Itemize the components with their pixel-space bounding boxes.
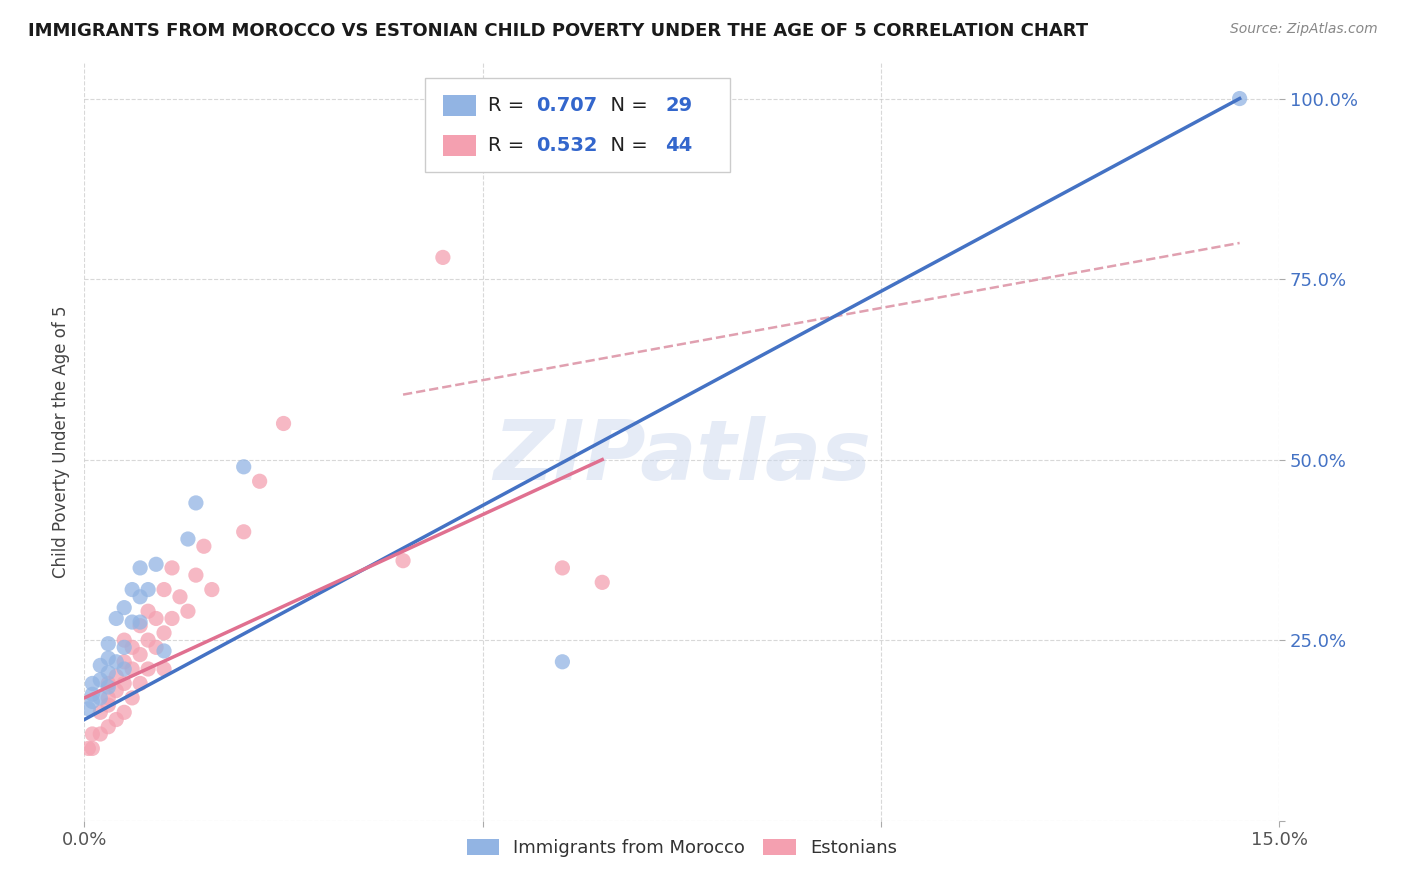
Point [89, 690, 111, 705]
Point [129, 615, 152, 629]
Point [97, 690, 120, 705]
Point [129, 590, 152, 604]
Point [129, 561, 152, 575]
Point [145, 558, 167, 572]
Point [153, 582, 176, 597]
Point [1229, 91, 1251, 105]
Legend: Immigrants from Morocco, Estonians: Immigrants from Morocco, Estonians [460, 832, 904, 864]
Point [112, 640, 135, 655]
Text: Source: ZipAtlas.com: Source: ZipAtlas.com [1230, 22, 1378, 37]
Point [591, 575, 613, 590]
Point [145, 611, 167, 625]
Point [105, 713, 128, 727]
Point [121, 615, 143, 629]
Point [89, 727, 111, 741]
Point [136, 604, 159, 618]
Point [105, 683, 128, 698]
FancyBboxPatch shape [443, 95, 477, 116]
Point [249, 475, 271, 489]
FancyBboxPatch shape [443, 136, 477, 156]
Point [153, 644, 176, 658]
Point [82, 687, 104, 701]
Point [112, 706, 135, 720]
Point [551, 561, 574, 575]
Point [201, 582, 224, 597]
Point [97, 720, 120, 734]
FancyBboxPatch shape [425, 78, 730, 172]
Point [105, 669, 128, 683]
Text: 0.532: 0.532 [536, 136, 598, 155]
Point [77, 741, 100, 756]
Point [136, 662, 159, 676]
Point [82, 727, 104, 741]
Point [121, 582, 143, 597]
Point [97, 680, 120, 694]
Point [145, 640, 167, 655]
Point [82, 676, 104, 690]
Point [169, 590, 191, 604]
Point [112, 600, 135, 615]
Point [112, 662, 135, 676]
Point [121, 690, 143, 705]
Point [184, 496, 207, 510]
Point [105, 655, 128, 669]
Point [160, 611, 183, 625]
Point [77, 702, 100, 716]
Point [89, 673, 111, 687]
Point [82, 741, 104, 756]
Point [97, 698, 120, 712]
Point [129, 676, 152, 690]
Point [112, 676, 135, 690]
Point [97, 651, 120, 665]
Point [112, 633, 135, 648]
Point [97, 676, 120, 690]
Point [392, 554, 415, 568]
Point [97, 665, 120, 680]
Point [177, 532, 200, 546]
Point [551, 655, 574, 669]
Point [121, 662, 143, 676]
Text: N =: N = [599, 136, 654, 155]
Point [129, 648, 152, 662]
Point [432, 251, 454, 265]
Point [232, 524, 254, 539]
Text: R =: R = [488, 136, 531, 155]
Point [129, 618, 152, 632]
Point [232, 459, 254, 474]
Text: 44: 44 [665, 136, 692, 155]
Point [105, 611, 128, 625]
Point [273, 417, 295, 431]
Text: 29: 29 [665, 96, 692, 115]
Text: 0.707: 0.707 [536, 96, 598, 115]
Point [97, 637, 120, 651]
Point [193, 539, 215, 553]
Point [153, 662, 176, 676]
Text: ZIPatlas: ZIPatlas [494, 417, 870, 497]
Point [89, 658, 111, 673]
Point [121, 640, 143, 655]
Point [112, 655, 135, 669]
Text: IMMIGRANTS FROM MOROCCO VS ESTONIAN CHILD POVERTY UNDER THE AGE OF 5 CORRELATION: IMMIGRANTS FROM MOROCCO VS ESTONIAN CHIL… [28, 22, 1088, 40]
Point [89, 706, 111, 720]
Point [160, 561, 183, 575]
Point [184, 568, 207, 582]
Point [153, 626, 176, 640]
Y-axis label: Child Poverty Under the Age of 5: Child Poverty Under the Age of 5 [52, 305, 70, 578]
Point [177, 604, 200, 618]
Point [136, 633, 159, 648]
Point [82, 694, 104, 708]
Text: N =: N = [599, 96, 654, 115]
Point [136, 582, 159, 597]
Text: R =: R = [488, 96, 531, 115]
